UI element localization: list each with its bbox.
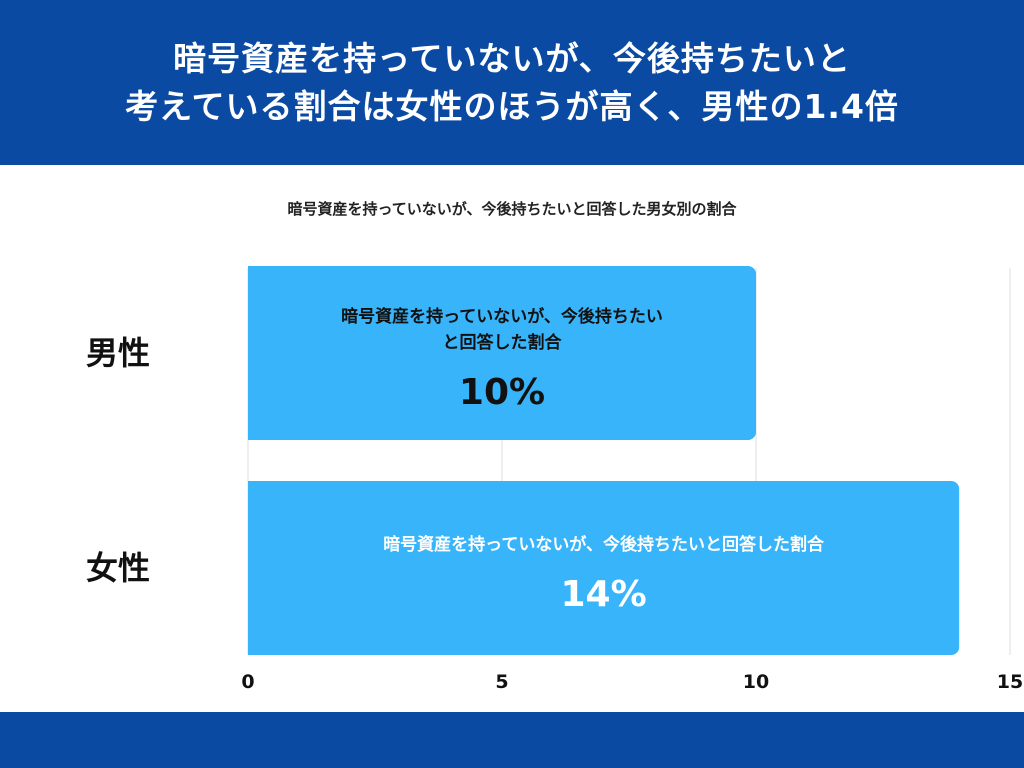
chart-title: 暗号資産を持っていないが、今後持ちたいと回答した男女別の割合 [287, 200, 737, 218]
bar-label: 暗号資産を持っていないが、今後持ちたいと回答した割合 [383, 534, 825, 555]
data-label: 14% [561, 574, 647, 615]
bar-left-edge [248, 481, 260, 655]
x-tick-label: 5 [495, 671, 508, 693]
data-label: 10% [459, 372, 545, 413]
bar [248, 266, 756, 440]
header-banner: 暗号資産を持っていないが、今後持ちたいと 考えている割合は女性のほうが高く、男性… [0, 0, 1024, 165]
headline-line-1: 暗号資産を持っていないが、今後持ちたいと [173, 38, 851, 78]
footer-banner [0, 712, 1024, 768]
x-tick-label: 10 [743, 671, 769, 693]
headline-line-2: 考えている割合は女性のほうが高く、男性の1.4倍 [125, 86, 899, 126]
category-label: 男性 [86, 334, 150, 372]
x-tick-label: 0 [241, 671, 254, 693]
bar-left-edge [248, 266, 260, 440]
category-label: 女性 [86, 549, 150, 587]
bar-chart: 男性暗号資産を持っていないが、今後持ちたいと回答した割合10%女性暗号資産を持っ… [86, 266, 1023, 693]
bar [248, 481, 960, 655]
bar-label: と回答した割合 [443, 332, 563, 353]
bar-label: 暗号資産を持っていないが、今後持ちたい [341, 306, 663, 327]
x-tick-label: 15 [997, 671, 1023, 693]
